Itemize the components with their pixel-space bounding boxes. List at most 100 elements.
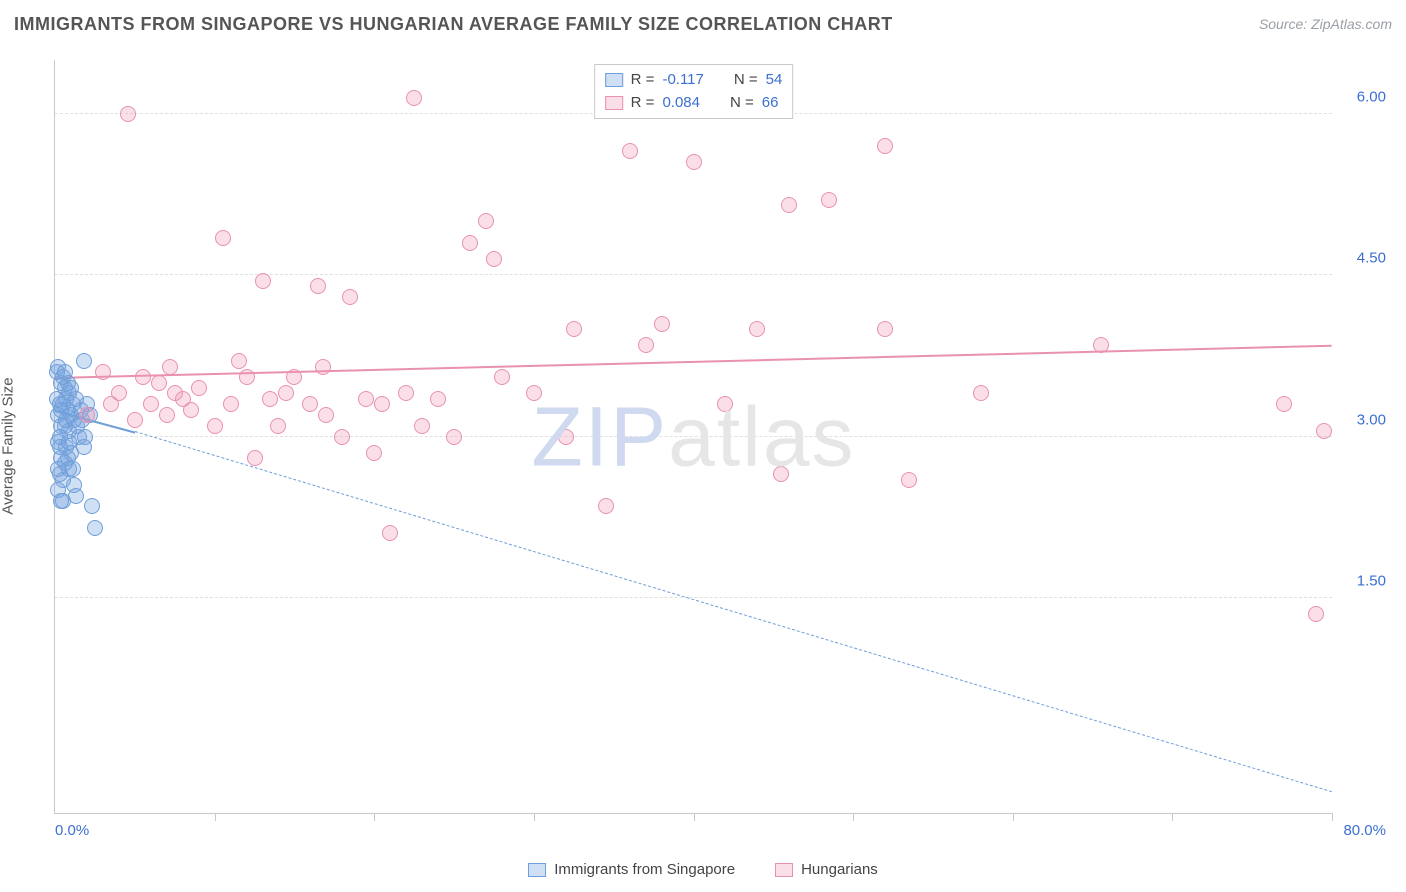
data-point-hungarians bbox=[478, 213, 494, 229]
data-point-singapore bbox=[63, 380, 79, 396]
stat-n-label: N = bbox=[730, 92, 754, 115]
data-point-hungarians bbox=[430, 391, 446, 407]
data-point-hungarians bbox=[486, 251, 502, 267]
stats-row-hungarians: R = 0.084 N = 66 bbox=[605, 92, 783, 115]
stat-n-value: 54 bbox=[766, 69, 783, 92]
data-point-hungarians bbox=[135, 369, 151, 385]
data-point-hungarians bbox=[781, 197, 797, 213]
x-tick bbox=[215, 813, 216, 821]
data-point-singapore bbox=[55, 493, 71, 509]
data-point-hungarians bbox=[223, 396, 239, 412]
data-point-hungarians bbox=[1093, 337, 1109, 353]
data-point-hungarians bbox=[558, 429, 574, 445]
plot-region: ZIPatlas R = -0.117N = 54R = 0.084 N = 66… bbox=[54, 60, 1332, 814]
data-point-hungarians bbox=[382, 525, 398, 541]
watermark: ZIPatlas bbox=[531, 388, 855, 485]
data-point-hungarians bbox=[191, 380, 207, 396]
data-point-hungarians bbox=[286, 369, 302, 385]
data-point-singapore bbox=[76, 353, 92, 369]
data-point-hungarians bbox=[95, 364, 111, 380]
data-point-hungarians bbox=[358, 391, 374, 407]
legend-label: Immigrants from Singapore bbox=[554, 861, 735, 878]
y-tick-label: 6.00 bbox=[1338, 88, 1386, 105]
gridline-h bbox=[55, 436, 1332, 437]
data-point-hungarians bbox=[773, 466, 789, 482]
trend-line bbox=[135, 431, 1332, 792]
data-point-singapore bbox=[65, 461, 81, 477]
data-point-hungarians bbox=[120, 106, 136, 122]
x-tick bbox=[374, 813, 375, 821]
legend-label: Hungarians bbox=[801, 861, 878, 878]
data-point-hungarians bbox=[302, 396, 318, 412]
stat-r-label: R = bbox=[631, 69, 655, 92]
data-point-hungarians bbox=[1308, 606, 1324, 622]
stats-legend-box: R = -0.117N = 54R = 0.084 N = 66 bbox=[594, 64, 794, 119]
data-point-hungarians bbox=[278, 385, 294, 401]
x-tick bbox=[1172, 813, 1173, 821]
data-point-hungarians bbox=[526, 385, 542, 401]
stat-n-value: 66 bbox=[762, 92, 779, 115]
x-tick bbox=[1332, 813, 1333, 821]
stats-row-singapore: R = -0.117N = 54 bbox=[605, 69, 783, 92]
data-point-hungarians bbox=[901, 472, 917, 488]
chart-area: Average Family Size ZIPatlas R = -0.117N… bbox=[14, 48, 1392, 844]
chart-header: IMMIGRANTS FROM SINGAPORE VS HUNGARIAN A… bbox=[0, 0, 1406, 48]
stat-n-label: N = bbox=[734, 69, 758, 92]
data-point-hungarians bbox=[183, 402, 199, 418]
swatch-singapore bbox=[528, 863, 546, 877]
x-tick bbox=[534, 813, 535, 821]
data-point-singapore bbox=[58, 412, 74, 428]
data-point-hungarians bbox=[566, 321, 582, 337]
data-point-hungarians bbox=[622, 143, 638, 159]
data-point-hungarians bbox=[973, 385, 989, 401]
data-point-hungarians bbox=[310, 278, 326, 294]
data-point-hungarians bbox=[270, 418, 286, 434]
bottom-legend: Immigrants from Singapore Hungarians bbox=[0, 861, 1406, 878]
data-point-hungarians bbox=[315, 359, 331, 375]
data-point-hungarians bbox=[318, 407, 334, 423]
data-point-hungarians bbox=[262, 391, 278, 407]
data-point-singapore bbox=[87, 520, 103, 536]
data-point-hungarians bbox=[143, 396, 159, 412]
data-point-hungarians bbox=[877, 138, 893, 154]
data-point-hungarians bbox=[162, 359, 178, 375]
data-point-hungarians bbox=[654, 316, 670, 332]
data-point-hungarians bbox=[159, 407, 175, 423]
gridline-h bbox=[55, 274, 1332, 275]
data-point-hungarians bbox=[366, 445, 382, 461]
x-min-label: 0.0% bbox=[55, 822, 89, 839]
x-tick bbox=[1013, 813, 1014, 821]
data-point-hungarians bbox=[334, 429, 350, 445]
data-point-hungarians bbox=[207, 418, 223, 434]
data-point-hungarians bbox=[255, 273, 271, 289]
data-point-hungarians bbox=[414, 418, 430, 434]
data-point-hungarians bbox=[598, 498, 614, 514]
y-tick-label: 1.50 bbox=[1338, 572, 1386, 589]
data-point-hungarians bbox=[877, 321, 893, 337]
data-point-hungarians bbox=[462, 235, 478, 251]
data-point-hungarians bbox=[749, 321, 765, 337]
data-point-hungarians bbox=[1276, 396, 1292, 412]
data-point-singapore bbox=[76, 439, 92, 455]
data-point-hungarians bbox=[231, 353, 247, 369]
stat-r-value: 0.084 bbox=[662, 92, 700, 115]
data-point-hungarians bbox=[151, 375, 167, 391]
stat-r-label: R = bbox=[631, 92, 655, 115]
data-point-hungarians bbox=[686, 154, 702, 170]
data-point-hungarians bbox=[494, 369, 510, 385]
gridline-h bbox=[55, 597, 1332, 598]
legend-item-singapore: Immigrants from Singapore bbox=[528, 861, 735, 878]
x-tick bbox=[853, 813, 854, 821]
data-point-hungarians bbox=[1316, 423, 1332, 439]
data-point-hungarians bbox=[239, 369, 255, 385]
x-max-label: 80.0% bbox=[1343, 822, 1386, 839]
data-point-hungarians bbox=[638, 337, 654, 353]
data-point-singapore bbox=[57, 364, 73, 380]
swatch-hungarians bbox=[775, 863, 793, 877]
data-point-hungarians bbox=[446, 429, 462, 445]
source-label: Source: ZipAtlas.com bbox=[1259, 16, 1392, 32]
data-point-hungarians bbox=[127, 412, 143, 428]
swatch-singapore bbox=[605, 73, 623, 87]
data-point-hungarians bbox=[717, 396, 733, 412]
y-tick-label: 4.50 bbox=[1338, 250, 1386, 267]
